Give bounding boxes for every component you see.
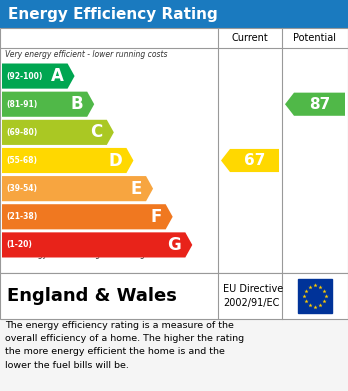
Polygon shape [2, 91, 94, 117]
Polygon shape [2, 204, 173, 230]
Text: A: A [51, 67, 64, 85]
Text: England & Wales: England & Wales [7, 287, 177, 305]
Text: 67: 67 [244, 153, 265, 168]
Text: B: B [71, 95, 83, 113]
Text: (69-80): (69-80) [6, 128, 37, 137]
Text: (81-91): (81-91) [6, 100, 37, 109]
Polygon shape [2, 176, 153, 201]
Text: (55-68): (55-68) [6, 156, 37, 165]
Text: Potential: Potential [293, 33, 337, 43]
Text: F: F [150, 208, 162, 226]
Polygon shape [2, 232, 192, 258]
Text: G: G [167, 236, 181, 254]
Text: Energy Efficiency Rating: Energy Efficiency Rating [8, 7, 218, 22]
Text: (92-100): (92-100) [6, 72, 42, 81]
Bar [298, 279, 332, 313]
Text: (21-38): (21-38) [6, 212, 37, 221]
Text: 87: 87 [309, 97, 330, 112]
Text: D: D [109, 151, 122, 170]
Polygon shape [2, 148, 133, 173]
Text: Current: Current [232, 33, 268, 43]
Bar [0, 273, 348, 319]
Text: Very energy efficient - lower running costs: Very energy efficient - lower running co… [5, 50, 167, 59]
Polygon shape [2, 63, 74, 89]
Text: E: E [131, 179, 142, 197]
Polygon shape [2, 120, 114, 145]
Bar [0, 28, 348, 273]
Text: (1-20): (1-20) [6, 240, 32, 249]
Text: (39-54): (39-54) [6, 184, 37, 193]
Text: C: C [90, 123, 103, 142]
Bar [0, 0, 348, 28]
Text: EU Directive
2002/91/EC: EU Directive 2002/91/EC [223, 284, 283, 308]
Polygon shape [221, 149, 279, 172]
Text: The energy efficiency rating is a measure of the
overall efficiency of a home. T: The energy efficiency rating is a measur… [5, 321, 244, 369]
Text: Not energy efficient - higher running costs: Not energy efficient - higher running co… [5, 250, 167, 259]
Polygon shape [285, 93, 345, 116]
